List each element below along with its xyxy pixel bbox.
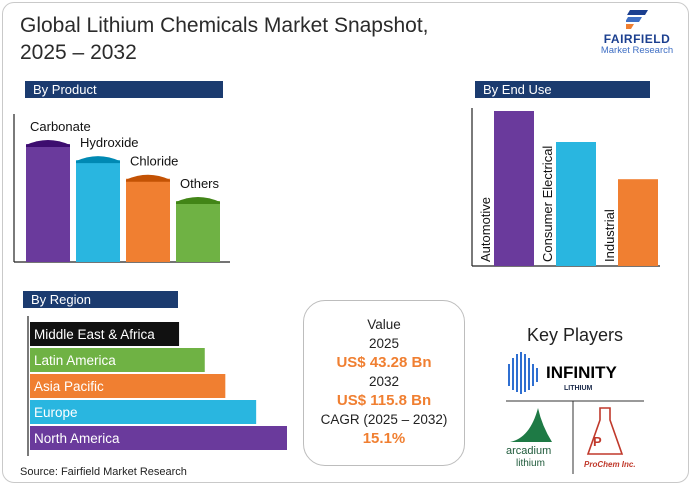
end-use-chart: Automotive Consumer Electrical Industrial xyxy=(471,108,660,267)
region-label-latin-america: Latin America xyxy=(34,353,116,368)
arcadium-logo-sub: lithium xyxy=(516,458,545,469)
fairfield-logo-icon xyxy=(626,10,648,29)
logo-sub: Market Research xyxy=(600,45,674,56)
cagr-label: CAGR (2025 – 2032) xyxy=(320,412,448,427)
region-bar-europe xyxy=(30,400,257,424)
end-use-bar-automotive xyxy=(494,111,534,266)
value-year-2032: 2032 xyxy=(368,374,400,389)
flask-monogram: P xyxy=(593,434,602,449)
product-bar-hydroxide xyxy=(76,160,120,262)
section-header-product: By Product xyxy=(22,81,223,98)
fairfield-logo: FAIRFIELD Market Research xyxy=(590,8,684,58)
value-label: Value xyxy=(367,317,401,332)
source-note: Source: Fairfield Market Research xyxy=(20,466,187,478)
page-title: Global Lithium Chemicals Market Snapshot… xyxy=(20,12,540,66)
product-bar-chloride xyxy=(126,178,170,262)
section-header-region: By Region xyxy=(20,291,178,308)
product-bar-cap-chloride xyxy=(126,174,170,182)
title-line-1: Global Lithium Chemicals Market Snapshot… xyxy=(20,14,429,37)
end-use-label-automotive: Automotive xyxy=(478,197,493,262)
value-2032: US$ 115.8 Bn xyxy=(336,392,432,409)
infinity-logo-name: INFINITY xyxy=(546,363,617,382)
product-label-carbonate: Carbonate xyxy=(30,119,91,134)
end-use-bar-consumer-electrical xyxy=(556,142,596,266)
section-label-region: By Region xyxy=(31,292,91,307)
prochem-logo: P ProChem Inc. xyxy=(584,407,636,469)
product-label-hydroxide: Hydroxide xyxy=(80,135,139,150)
region-label-europe: Europe xyxy=(34,405,78,420)
product-bar-others xyxy=(176,201,220,262)
end-use-label-industrial: Industrial xyxy=(602,209,617,262)
end-use-bar-industrial xyxy=(618,179,658,266)
region-chart: Middle East & Africa Latin America Asia Pa… xyxy=(27,316,287,456)
infinity-lithium-mark-icon xyxy=(508,352,538,394)
product-bar-cap-carbonate xyxy=(26,140,70,147)
product-label-others: Others xyxy=(180,176,220,191)
prochem-logo-name: ProChem Inc. xyxy=(584,460,636,469)
infinity-lithium-logo: INFINITY LITHIUM xyxy=(508,352,617,394)
section-header-end-use: By End Use xyxy=(472,81,650,98)
key-players-logos: INFINITY LITHIUM arcadium lithium P ProC… xyxy=(506,352,644,474)
title-line-2: 2025 – 2032 xyxy=(20,41,137,64)
product-bar-carbonate xyxy=(26,144,70,262)
market-value-box: Value 2025 US$ 43.28 Bn 2032 US$ 115.8 B… xyxy=(303,300,465,466)
region-label-middle-east-africa: Middle East & Africa xyxy=(34,327,155,342)
arcadium-logo-name: arcadium xyxy=(506,445,551,457)
flask-icon xyxy=(586,407,624,455)
arcadium-mark-icon xyxy=(510,408,552,442)
region-bar-asia-pacific xyxy=(30,374,226,398)
region-bar-middle-east-africa xyxy=(30,322,180,346)
section-label-product: By Product xyxy=(33,82,97,97)
region-label-north-america: North America xyxy=(34,431,120,446)
region-bar-latin-america xyxy=(30,348,205,372)
section-label-end-use: By End Use xyxy=(483,82,552,97)
product-label-chloride: Chloride xyxy=(130,154,178,169)
product-bar-cap-others xyxy=(176,197,220,205)
value-year-2025: 2025 xyxy=(368,336,400,351)
logo-brand: FAIRFIELD xyxy=(603,32,671,46)
end-use-label-consumer-electrical: Consumer Electrical xyxy=(540,146,555,262)
value-2025: US$ 43.28 Bn xyxy=(336,354,432,371)
arcadium-lithium-logo: arcadium lithium xyxy=(506,408,552,469)
product-bar-cap-hydroxide xyxy=(76,156,120,164)
region-label-asia-pacific: Asia Pacific xyxy=(34,379,104,394)
infinity-logo-sub: LITHIUM xyxy=(564,385,593,392)
key-players-title: Key Players xyxy=(526,325,624,345)
cagr-value: 15.1% xyxy=(362,430,406,447)
region-bar-north-america xyxy=(30,426,287,450)
